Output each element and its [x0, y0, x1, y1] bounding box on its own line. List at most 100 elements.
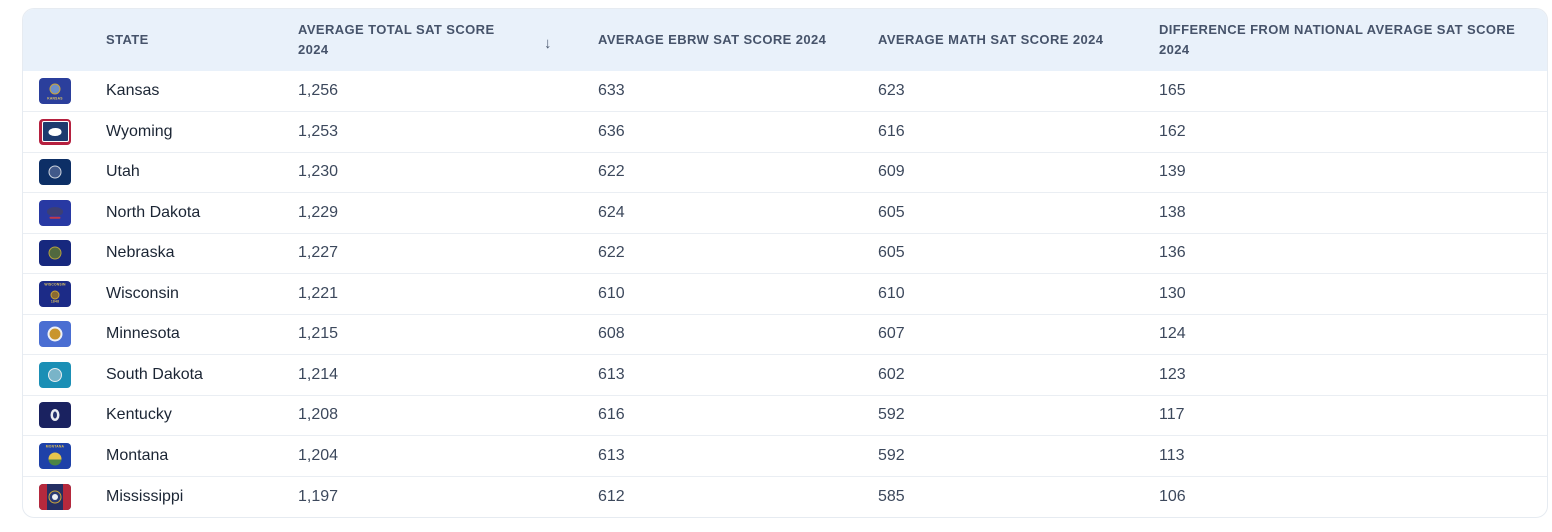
kansas-flag-icon: KANSAS	[39, 78, 71, 104]
column-label: AVERAGE TOTAL SAT SCORE 2024	[298, 22, 495, 57]
wyoming-flag-icon	[39, 118, 71, 145]
state-name: South Dakota	[106, 365, 203, 383]
cell-state: KANSAS Kansas	[23, 71, 298, 112]
cell-diff: 138	[1159, 192, 1547, 233]
cell-state: South Dakota	[23, 354, 298, 395]
cell-ebrw: 622	[598, 151, 878, 193]
cell-ebrw: 622	[598, 232, 878, 274]
cell-math: 602	[878, 354, 1159, 395]
table-body: KANSAS Kansas 1,256 633 623 165 Wyoming 1,253 63…	[23, 71, 1547, 517]
column-header-total[interactable]: AVERAGE TOTAL SAT SCORE 2024 ↓	[298, 9, 598, 71]
table-row: South Dakota 1,214 613 602 123	[23, 354, 1547, 395]
column-label: STATE	[106, 32, 149, 48]
state-name: North Dakota	[106, 203, 201, 221]
cell-state: Kentucky	[23, 394, 298, 436]
column-header-math[interactable]: AVERAGE MATH SAT SCORE 2024	[878, 9, 1159, 71]
cell-ebrw: 612	[598, 475, 878, 517]
cell-ebrw: 616	[598, 394, 878, 436]
kentucky-flag-icon	[39, 402, 71, 429]
table-row: Minnesota 1,215 608 607 124	[23, 313, 1547, 355]
cell-diff: 117	[1159, 394, 1547, 436]
cell-ebrw: 636	[598, 111, 878, 152]
cell-math: 610	[878, 273, 1159, 314]
cell-math: 607	[878, 313, 1159, 355]
table-row: WISCONSIN 1848 Wisconsin 1,221 610 610 130	[23, 273, 1547, 314]
state-name: Nebraska	[106, 244, 175, 262]
sat-scores-table: STATE AVERAGE TOTAL SAT SCORE 2024 ↓ AVERAG…	[22, 8, 1548, 518]
cell-total: 1,197	[298, 475, 598, 517]
cell-total: 1,215	[298, 313, 598, 355]
cell-diff: 106	[1159, 475, 1547, 517]
cell-state: Nebraska	[23, 232, 298, 274]
cell-total: 1,229	[298, 192, 598, 233]
cell-diff: 123	[1159, 354, 1547, 395]
cell-math: 585	[878, 475, 1159, 517]
cell-total: 1,256	[298, 82, 339, 99]
cell-state: Minnesota	[23, 313, 298, 355]
nebraska-flag-icon	[39, 240, 71, 267]
header-row: STATE AVERAGE TOTAL SAT SCORE 2024 ↓ AVERAG…	[23, 9, 1547, 71]
montana-flag-icon: MONTANA	[39, 442, 71, 469]
cell-ebrw: 613	[598, 435, 878, 476]
cell-state: Wyoming	[23, 111, 298, 152]
cell-diff: 124	[1159, 313, 1547, 355]
minnesota-flag-icon	[39, 321, 71, 348]
cell-state: North Dakota	[23, 192, 298, 233]
state-name: Mississippi	[106, 487, 184, 505]
table-row: KANSAS Kansas 1,256 633 623 165	[23, 71, 1547, 112]
cell-total: 1,227	[298, 232, 598, 274]
cell-math: 609	[878, 151, 1159, 193]
cell-total: 1,230	[298, 151, 598, 193]
cell-math: 616	[878, 111, 1159, 152]
cell-ebrw: 608	[598, 313, 878, 355]
table-row: Kentucky 1,208 616 592 117	[23, 394, 1547, 436]
south-dakota-flag-icon	[39, 361, 71, 388]
table-row: Utah 1,230 622 609 139	[23, 151, 1547, 193]
cell-diff: 162	[1159, 111, 1547, 152]
state-name: Wisconsin	[106, 284, 179, 302]
cell-state: Utah	[23, 151, 298, 193]
cell-ebrw: 610	[598, 273, 878, 314]
table-header: STATE AVERAGE TOTAL SAT SCORE 2024 ↓ AVERAG…	[23, 9, 1547, 71]
state-name: Kentucky	[106, 406, 172, 424]
column-header-state[interactable]: STATE	[23, 9, 298, 71]
column-label: AVERAGE MATH SAT SCORE 2024	[878, 32, 1104, 48]
utah-flag-icon	[39, 159, 71, 186]
state-name: Montana	[106, 446, 169, 464]
table-row: Nebraska 1,227 622 605 136	[23, 232, 1547, 274]
cell-ebrw: 633	[598, 82, 625, 99]
north-dakota-flag-icon	[39, 199, 71, 226]
cell-math: 605	[878, 232, 1159, 274]
cell-state: WISCONSIN 1848 Wisconsin	[23, 273, 298, 314]
cell-ebrw: 624	[598, 192, 878, 233]
cell-math: 592	[878, 435, 1159, 476]
cell-state: Mississippi	[23, 475, 298, 517]
column-label: DIFFERENCE FROM NATIONAL AVERAGE SAT SCO…	[1159, 22, 1516, 57]
column-label: AVERAGE EBRW SAT SCORE 2024	[598, 32, 827, 48]
table-row: North Dakota 1,229 624 605 138	[23, 192, 1547, 233]
table-row: Wyoming 1,253 636 616 162	[23, 111, 1547, 152]
cell-diff: 130	[1159, 273, 1547, 314]
cell-math: 592	[878, 394, 1159, 436]
cell-total: 1,221	[298, 273, 598, 314]
cell-diff: 165	[1159, 82, 1186, 99]
state-name: Wyoming	[106, 122, 173, 140]
cell-diff: 139	[1159, 151, 1547, 193]
cell-state: MONTANA Montana	[23, 435, 298, 476]
state-name: Kansas	[106, 82, 160, 99]
cell-diff: 136	[1159, 232, 1547, 274]
cell-diff: 113	[1159, 435, 1547, 476]
column-header-ebrw[interactable]: AVERAGE EBRW SAT SCORE 2024	[598, 9, 878, 71]
cell-total: 1,208	[298, 394, 598, 436]
state-name: Utah	[106, 163, 140, 181]
mississippi-flag-icon	[39, 483, 71, 510]
sort-desc-arrow-icon: ↓	[544, 35, 552, 52]
cell-math: 605	[878, 192, 1159, 233]
wisconsin-flag-icon: WISCONSIN 1848	[39, 280, 71, 307]
table-row: Mississippi 1,197 612 585 106	[23, 475, 1547, 517]
state-name: Minnesota	[106, 325, 180, 343]
cell-ebrw: 613	[598, 354, 878, 395]
table-row: MONTANA Montana 1,204 613 592 113	[23, 435, 1547, 476]
cell-total: 1,204	[298, 435, 598, 476]
column-header-diff[interactable]: DIFFERENCE FROM NATIONAL AVERAGE SAT SCO…	[1159, 9, 1547, 71]
